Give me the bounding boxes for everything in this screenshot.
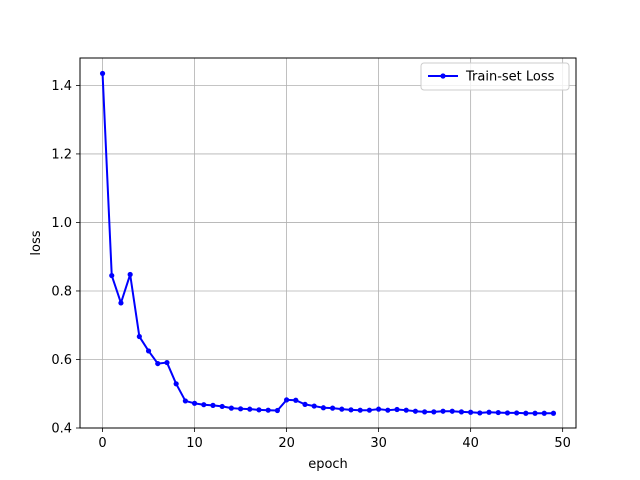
x-tick-label: 0 bbox=[98, 436, 106, 451]
grid-lines bbox=[80, 58, 576, 429]
data-point bbox=[136, 333, 142, 340]
data-point bbox=[265, 407, 271, 413]
data-point bbox=[357, 407, 363, 413]
y-tick-label: 0.6 bbox=[51, 353, 72, 368]
data-point bbox=[403, 407, 409, 413]
data-point bbox=[330, 405, 336, 411]
data-point bbox=[109, 272, 115, 279]
data-point bbox=[99, 70, 106, 77]
data-point bbox=[468, 409, 474, 415]
data-point bbox=[311, 403, 317, 409]
data-point bbox=[376, 406, 382, 412]
data-point bbox=[449, 408, 455, 414]
data-point bbox=[385, 407, 391, 413]
legend-label: Train-set Loss bbox=[465, 70, 555, 85]
data-point bbox=[201, 402, 207, 408]
data-point bbox=[274, 407, 280, 414]
data-point bbox=[155, 360, 161, 367]
x-tick-label: 40 bbox=[462, 436, 479, 451]
data-point bbox=[210, 402, 216, 408]
data-point bbox=[394, 406, 400, 413]
data-point bbox=[366, 407, 373, 413]
legend-box bbox=[420, 62, 570, 91]
data-point bbox=[495, 409, 501, 416]
data-point bbox=[145, 348, 152, 354]
data-point bbox=[514, 410, 520, 416]
data-point bbox=[256, 407, 262, 413]
axis-ticks: 0 10 20 30 40 50 0.4 0.6 0.8 1.0 1.2 1.4 bbox=[51, 79, 571, 451]
y-tick-label: 1.2 bbox=[51, 147, 72, 162]
x-tick-label: 30 bbox=[370, 436, 387, 451]
legend: Train-set Loss bbox=[420, 62, 570, 91]
y-tick-label: 0.8 bbox=[51, 284, 72, 299]
x-tick-label: 10 bbox=[186, 436, 203, 451]
data-point bbox=[339, 406, 345, 412]
data-point bbox=[164, 359, 170, 366]
data-point bbox=[173, 381, 179, 387]
data-point bbox=[247, 406, 253, 412]
data-point bbox=[219, 403, 225, 410]
x-tick-label: 50 bbox=[554, 436, 571, 451]
data-point bbox=[486, 409, 492, 415]
data-point bbox=[431, 409, 437, 415]
data-point bbox=[523, 410, 529, 416]
y-tick-label: 1.4 bbox=[51, 79, 72, 94]
y-tick-label: 1.0 bbox=[51, 216, 72, 231]
data-point bbox=[504, 410, 511, 416]
data-point bbox=[302, 401, 308, 407]
x-tick-label: 20 bbox=[278, 436, 295, 451]
data-point bbox=[412, 408, 419, 414]
x-axis-label: epoch bbox=[308, 457, 348, 472]
data-point bbox=[422, 409, 428, 415]
data-point bbox=[348, 407, 354, 413]
data-point bbox=[283, 397, 290, 403]
data-point bbox=[541, 410, 547, 416]
data-point bbox=[237, 406, 244, 412]
data-point bbox=[127, 271, 133, 278]
legend-marker-swatch bbox=[440, 73, 446, 79]
plot-frame bbox=[79, 57, 577, 429]
data-point bbox=[293, 397, 299, 403]
data-point bbox=[550, 410, 557, 416]
data-point bbox=[477, 410, 483, 416]
data-point bbox=[440, 408, 446, 414]
data-point bbox=[532, 410, 538, 416]
data-point bbox=[228, 405, 234, 411]
data-point bbox=[118, 300, 124, 306]
data-point bbox=[191, 400, 198, 406]
data-point bbox=[458, 409, 465, 415]
data-point bbox=[320, 405, 326, 411]
data-point bbox=[182, 398, 188, 404]
y-axis-label: loss bbox=[29, 230, 44, 255]
series-layer bbox=[99, 70, 557, 416]
y-tick-label: 0.4 bbox=[51, 422, 72, 437]
